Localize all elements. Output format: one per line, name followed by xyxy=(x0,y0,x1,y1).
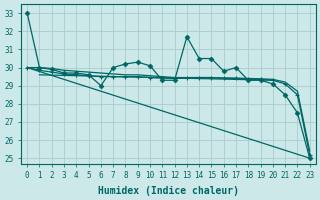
X-axis label: Humidex (Indice chaleur): Humidex (Indice chaleur) xyxy=(98,186,239,196)
